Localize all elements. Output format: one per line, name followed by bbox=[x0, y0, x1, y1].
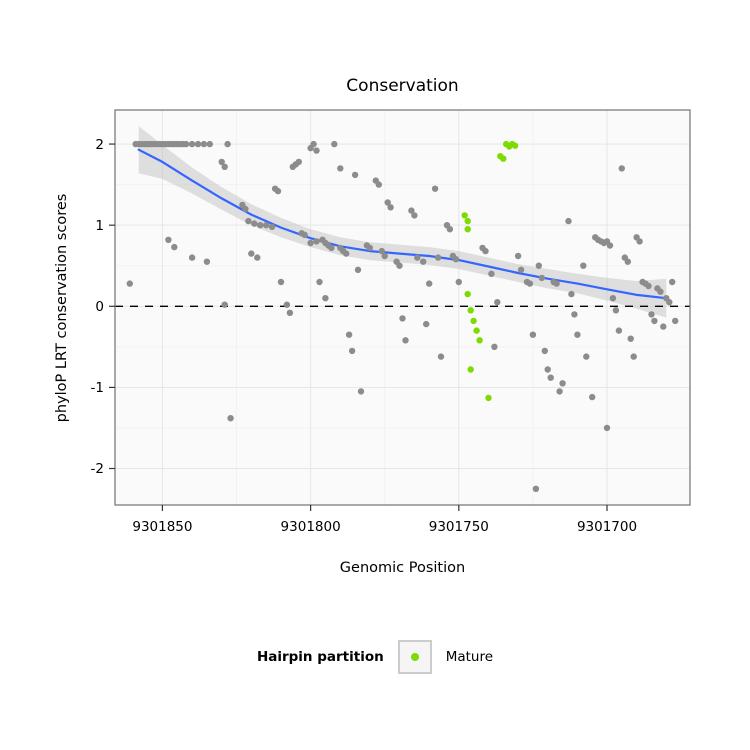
points-other bbox=[126, 140, 679, 492]
y-tick-label: -2 bbox=[91, 461, 104, 477]
panel-border bbox=[114, 109, 691, 506]
panel-background bbox=[115, 110, 690, 505]
y-tick-label: 1 bbox=[95, 218, 104, 234]
legend-key-box bbox=[397, 640, 432, 674]
x-axis-label: Genomic Position bbox=[339, 560, 466, 576]
x-tick-label: 9301800 bbox=[281, 519, 341, 535]
y-tick-label: 2 bbox=[95, 137, 104, 153]
y-tick-label: -1 bbox=[91, 380, 104, 396]
mature-point-swatch bbox=[410, 653, 419, 661]
legend-title: Hairpin partition bbox=[256, 649, 384, 665]
x-tick-label: 9301700 bbox=[577, 519, 637, 535]
scatter-plot-panel: 9301850 9301800 9301750 9301700 2 1 0 -1 -2 bbox=[91, 109, 691, 535]
x-tick-label: 9301850 bbox=[132, 519, 192, 535]
points-mature bbox=[461, 140, 519, 402]
smooth-trend-line bbox=[137, 148, 668, 300]
confidence-band bbox=[138, 126, 667, 318]
legend-item-label: Mature bbox=[445, 649, 494, 665]
legend: Hairpin partition Mature bbox=[0, 640, 750, 674]
x-tick-label: 9301750 bbox=[429, 519, 489, 535]
y-tick-label: 0 bbox=[95, 299, 104, 315]
plot-title: Conservation bbox=[346, 76, 459, 96]
